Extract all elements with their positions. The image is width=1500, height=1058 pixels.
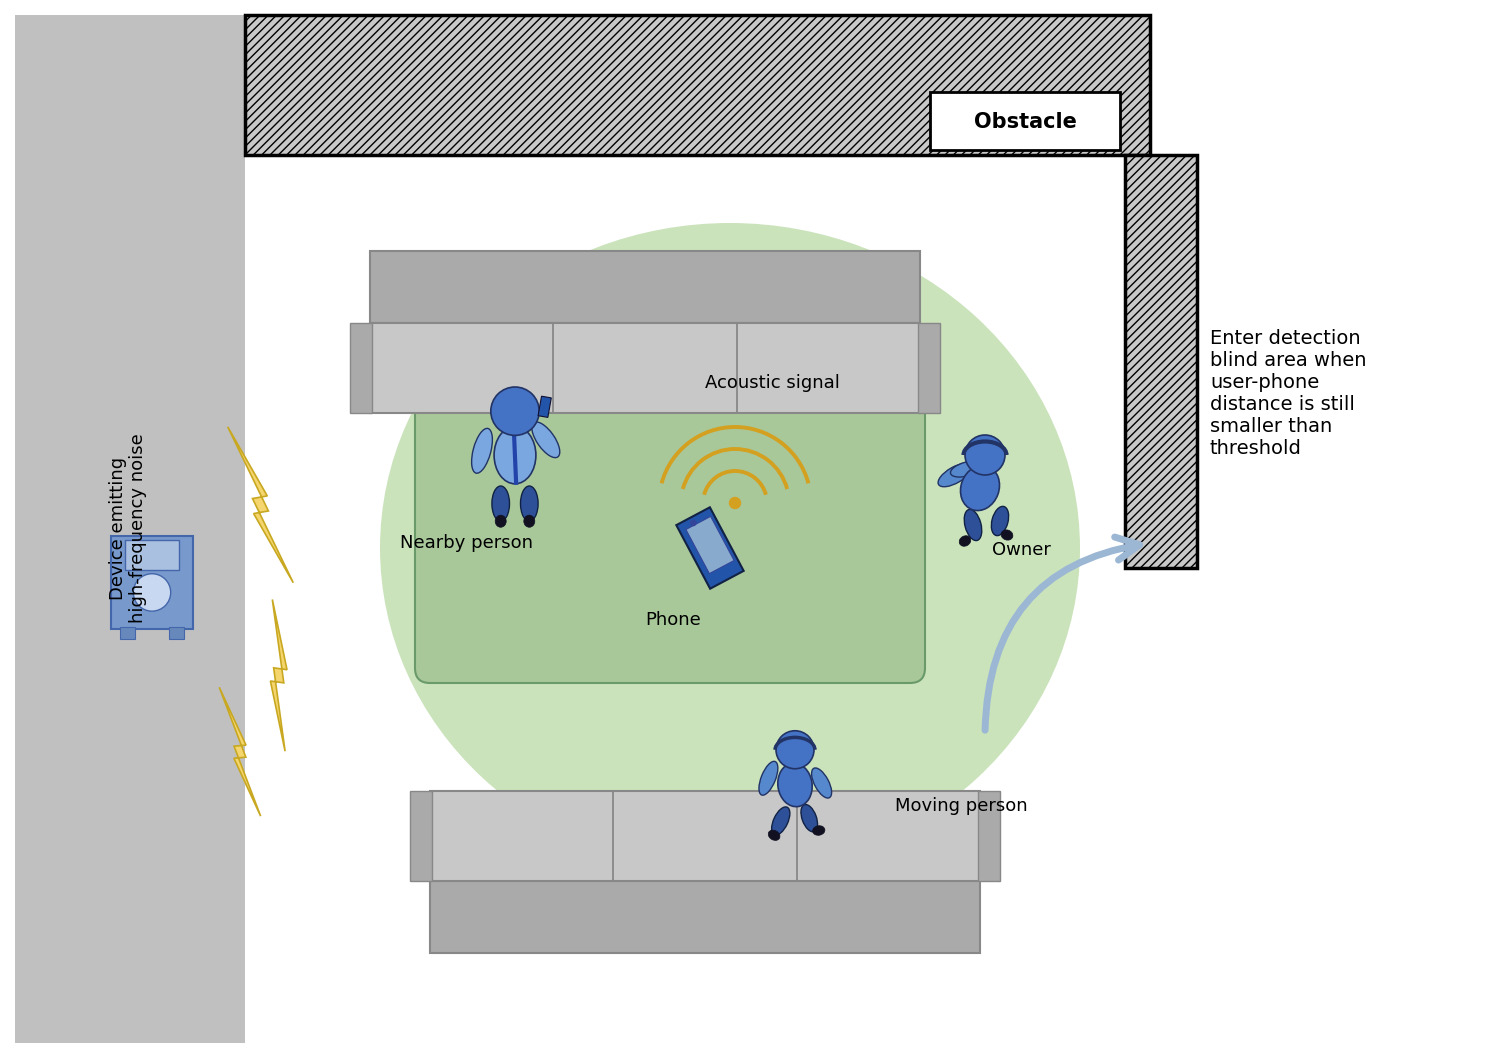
- Ellipse shape: [801, 804, 818, 832]
- Ellipse shape: [524, 515, 536, 527]
- Ellipse shape: [520, 486, 538, 522]
- Ellipse shape: [960, 466, 999, 511]
- Ellipse shape: [951, 461, 984, 477]
- Polygon shape: [686, 516, 734, 573]
- Polygon shape: [538, 396, 552, 418]
- Text: Obstacle: Obstacle: [974, 112, 1077, 132]
- Text: Moving person: Moving person: [896, 797, 1028, 815]
- Polygon shape: [219, 688, 261, 816]
- Bar: [111, 535, 194, 630]
- Ellipse shape: [958, 535, 970, 546]
- Bar: [978, 791, 1000, 881]
- Ellipse shape: [992, 507, 1008, 535]
- Ellipse shape: [494, 426, 536, 484]
- Bar: [430, 881, 980, 953]
- Ellipse shape: [768, 831, 780, 840]
- Ellipse shape: [759, 762, 778, 796]
- Ellipse shape: [964, 509, 982, 541]
- Ellipse shape: [812, 768, 831, 798]
- Bar: [410, 791, 432, 881]
- Polygon shape: [228, 426, 294, 583]
- Circle shape: [490, 387, 538, 436]
- FancyBboxPatch shape: [930, 92, 1120, 150]
- Bar: [918, 323, 940, 413]
- Ellipse shape: [813, 825, 825, 836]
- Text: Nearby person: Nearby person: [400, 534, 532, 552]
- Circle shape: [964, 435, 1005, 475]
- Polygon shape: [270, 600, 286, 751]
- Bar: [370, 323, 920, 413]
- Ellipse shape: [495, 515, 506, 527]
- Circle shape: [690, 519, 696, 526]
- Circle shape: [729, 497, 741, 509]
- Bar: [370, 251, 920, 323]
- Ellipse shape: [492, 486, 510, 522]
- Bar: [244, 15, 1150, 156]
- Ellipse shape: [778, 763, 812, 806]
- Bar: [430, 791, 980, 881]
- Polygon shape: [676, 507, 744, 588]
- Ellipse shape: [532, 422, 560, 458]
- Bar: [1125, 156, 1197, 568]
- Circle shape: [134, 573, 171, 612]
- Ellipse shape: [771, 807, 790, 835]
- Ellipse shape: [471, 428, 492, 473]
- Circle shape: [776, 731, 814, 769]
- Text: Acoustic signal: Acoustic signal: [705, 373, 840, 393]
- Bar: [350, 323, 372, 413]
- Text: Enter detection
blind area when
user-phone
distance is still
smaller than
thresh: Enter detection blind area when user-pho…: [1210, 328, 1366, 457]
- FancyBboxPatch shape: [416, 383, 926, 683]
- Ellipse shape: [380, 223, 1080, 873]
- Bar: [120, 627, 135, 639]
- Bar: [170, 627, 184, 639]
- Text: Owner: Owner: [992, 541, 1052, 559]
- Text: Device emitting
high-frequency noise: Device emitting high-frequency noise: [108, 433, 147, 623]
- Text: Phone: Phone: [645, 612, 700, 630]
- Ellipse shape: [938, 463, 972, 487]
- Ellipse shape: [1000, 530, 1012, 541]
- Bar: [15, 15, 244, 1043]
- Bar: [124, 540, 178, 569]
